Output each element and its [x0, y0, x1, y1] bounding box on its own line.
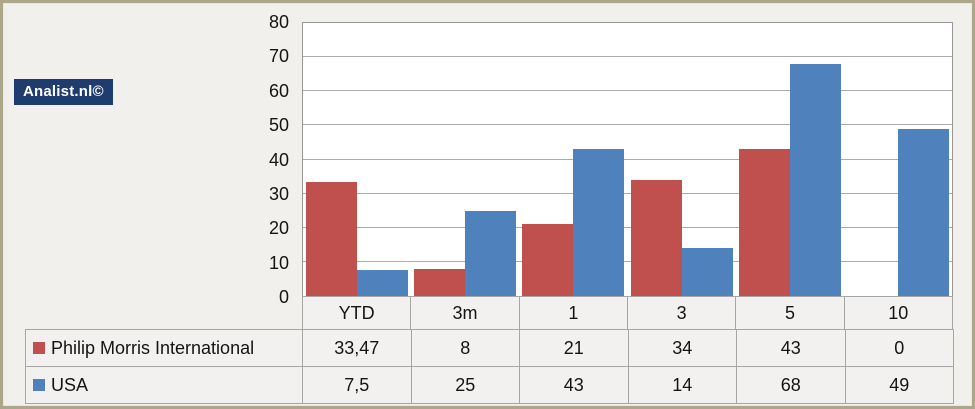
y-axis-tick-label: 30 [268, 183, 289, 204]
gridline [303, 260, 952, 262]
category-header-row: YTD 3m 1 3 5 10 [302, 296, 953, 330]
table-row-series1: Philip Morris International 33,47 8 21 34 43 0 [25, 329, 954, 367]
y-axis-tick-label: 80 [268, 12, 289, 32]
series-name: USA [51, 374, 89, 395]
y-axis-tick-label: 40 [268, 149, 289, 170]
series-label-cell: Philip Morris International [26, 330, 303, 366]
value-cell: 49 [844, 367, 954, 403]
value-cell: 25 [410, 367, 520, 403]
y-axis-tick-label: 20 [268, 218, 289, 239]
gridline [303, 158, 952, 160]
value-cell: 34 [627, 330, 737, 366]
series-name: Philip Morris International [51, 337, 255, 358]
category-label: 5 [735, 297, 843, 329]
series-label-cell: USA [26, 367, 303, 403]
legend-swatch-blue-icon [33, 379, 45, 391]
value-cell: 8 [410, 330, 520, 366]
value-cell: 0 [844, 330, 954, 366]
gridline [303, 192, 952, 194]
bar-series2-10 [897, 128, 949, 296]
analist-logo: Analist.nl© [14, 79, 113, 105]
bar-series2-1 [573, 149, 625, 296]
value-cell: 7,5 [344, 374, 370, 395]
bar-series2-3 [681, 248, 733, 296]
gridline [303, 226, 952, 228]
category-label: 1 [518, 297, 627, 329]
bar-series1-1 [522, 224, 574, 296]
category-label: 10 [843, 297, 952, 329]
y-axis-tick-label: 0 [278, 287, 289, 307]
value-cell: 43 [736, 330, 845, 366]
gridline [303, 124, 952, 126]
y-axis-tick-label: 60 [268, 80, 289, 101]
bar-series1-3m [414, 268, 466, 296]
bar-series1-YTD [306, 181, 358, 296]
y-axis-tick-label: 50 [268, 115, 289, 136]
table-row-series2: USA 7,5 25 43 14 68 49 [25, 366, 954, 404]
value-cell: 43 [519, 367, 628, 403]
gridline [303, 90, 952, 92]
value-cell: 14 [627, 367, 737, 403]
y-axis-tick-label: 10 [268, 252, 289, 273]
category-label: 3 [626, 297, 735, 329]
bar-series2-3m [465, 210, 517, 296]
y-axis-tick-label: 70 [268, 46, 289, 67]
category-label: 3m [410, 297, 518, 329]
bar-series2-5 [789, 63, 841, 296]
legend-swatch-red-icon [33, 342, 45, 354]
plot-area [302, 22, 953, 297]
value-cell: 21 [519, 330, 628, 366]
bar-series1-3 [630, 179, 682, 296]
bar-series1-5 [738, 149, 790, 296]
value-cell: 68 [736, 367, 845, 403]
y-axis: 0 10 20 30 40 50 60 70 80 [3, 3, 302, 307]
value-cell: 33,47 [334, 337, 380, 358]
category-label: YTD [338, 302, 375, 323]
gridline [303, 56, 952, 58]
bar-series2-YTD [357, 270, 409, 296]
